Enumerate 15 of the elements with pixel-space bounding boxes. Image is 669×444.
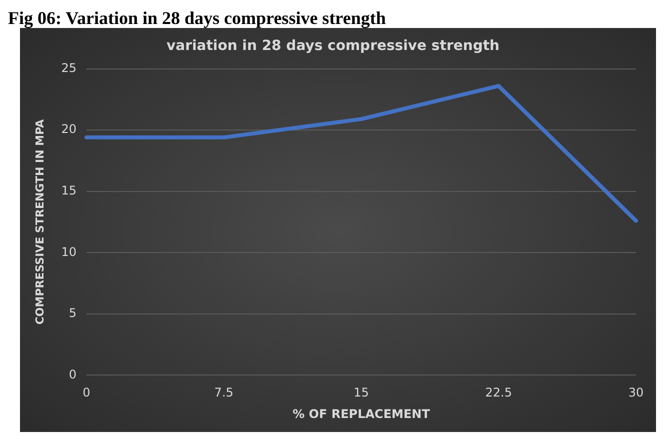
y-axis-title: COMPRESSIVE STRENGTH IN MPA: [33, 118, 46, 325]
y-tick-label: 5: [68, 306, 76, 320]
x-tick-label: 0: [82, 386, 90, 400]
x-axis-title: % OF REPLACEMENT: [292, 406, 431, 421]
chart-title: Fig 06: Variation in 28 days compressive strength: [8, 8, 387, 28]
y-tick-label: 15: [61, 183, 76, 198]
y-tick-label: 20: [61, 122, 76, 136]
y-tick-label: 0: [68, 367, 76, 382]
y-tick-label: 10: [61, 244, 76, 259]
x-tick-label: 7.5: [214, 386, 234, 400]
y-tick-label: 25: [61, 60, 76, 75]
x-tick-label: 22.5: [485, 386, 512, 400]
x-tick-label: 15: [354, 386, 369, 400]
chart-subtitle: variation in 28 days compressive strength: [166, 38, 500, 54]
x-tick-label: 30: [628, 386, 644, 400]
